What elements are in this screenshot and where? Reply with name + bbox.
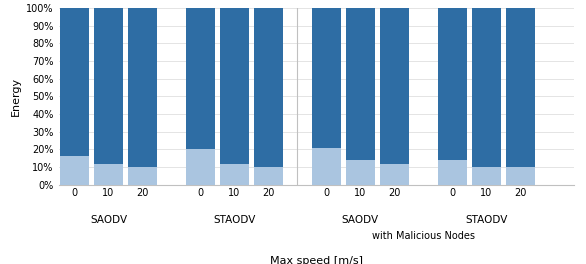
Bar [94, 164, 123, 185]
Bar [186, 8, 214, 149]
Bar [472, 167, 501, 185]
Bar [220, 164, 249, 185]
Y-axis label: Energy: Energy [11, 77, 21, 116]
Bar [438, 8, 466, 160]
Text: STAODV: STAODV [213, 215, 255, 225]
Text: SAODV: SAODV [90, 215, 127, 225]
Bar [128, 167, 157, 185]
Bar [254, 167, 283, 185]
Bar [60, 8, 89, 157]
Bar [380, 164, 409, 185]
Bar [312, 148, 340, 185]
Bar [312, 8, 340, 148]
Bar [506, 167, 535, 185]
Bar [186, 149, 214, 185]
Bar [346, 8, 375, 160]
Text: STAODV: STAODV [465, 215, 507, 225]
Bar [472, 8, 501, 167]
Bar [94, 8, 123, 164]
Bar [506, 8, 535, 167]
X-axis label: Max speed [m/s]: Max speed [m/s] [270, 256, 363, 264]
Bar [438, 160, 466, 185]
Bar [254, 8, 283, 167]
Bar [346, 160, 375, 185]
Text: SAODV: SAODV [342, 215, 379, 225]
Bar [380, 8, 409, 164]
Text: with Malicious Nodes: with Malicious Nodes [372, 231, 475, 241]
Bar [128, 8, 157, 167]
Bar [60, 157, 89, 185]
Bar [220, 8, 249, 164]
